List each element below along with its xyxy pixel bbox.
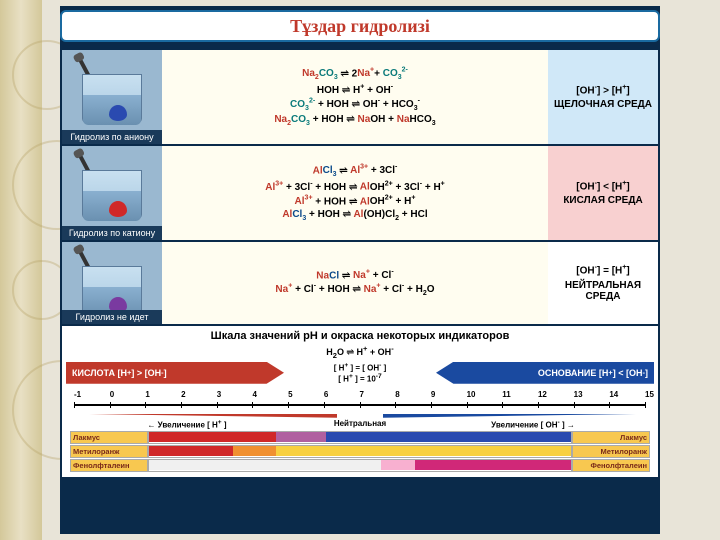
- equation-line: Al3+ + HOH ⇌ AlOH2+ + H+: [168, 195, 542, 207]
- indicator-segment: [149, 432, 276, 442]
- ph-tick: 11: [502, 390, 503, 399]
- ph-tick: 14: [609, 390, 610, 399]
- indicator-segment: [149, 460, 381, 470]
- ph-tick: 8: [395, 390, 396, 399]
- hydrolysis-row-cation: Гидролиз по катионуAlCl3 ⇌ Al3+ + 3Cl-Al…: [62, 144, 658, 240]
- ion-relation: [OH-] < [H+]: [576, 180, 629, 192]
- environment-cell: [OH-] < [H+] КИСЛАЯ СРЕДА: [548, 146, 658, 240]
- beaker-caption: Гидролиз по аниону: [62, 130, 162, 144]
- ph-tick: 10: [467, 390, 468, 399]
- ph-neutral-label: Нейтральная: [300, 419, 420, 430]
- equation-line: Na2CO3 + HOH ⇌ NaOH + NaHCO3: [168, 114, 542, 127]
- indicator-table: Лакмус Лакмус Метилоранж Метилоранж Фено…: [70, 431, 650, 472]
- hydrolysis-row-anion: Гидролиз по аниону Na2CO3 ⇌ 2Na++ CO32- HO…: [62, 48, 658, 144]
- indicator-segment: [381, 460, 415, 470]
- ph-number-scale: -10123456789101112131415: [74, 390, 646, 414]
- equations-cell: Na2CO3 ⇌ 2Na++ CO32- HOH ⇌ H+ + OH- CO32- …: [162, 50, 548, 144]
- ph-tick: 6: [324, 390, 325, 399]
- ph-tick: 5: [288, 390, 289, 399]
- indicator-color-bar: [148, 445, 572, 458]
- ph-increase-oh: Увеличение [ OH- ] →: [420, 419, 646, 430]
- beaker-body: [82, 170, 142, 220]
- equation-line: AlCl3 ⇌ Al3+ + 3Cl-: [168, 164, 542, 178]
- indicator-row: Лакмус Лакмус: [70, 431, 650, 444]
- ph-center-eq: [ H+ ] = [ OH- ][ H+ ] = 10-7: [284, 362, 436, 385]
- equation-line: Na+ + Cl- + HOH ⇌ Na+ + Cl- + H2O: [168, 283, 542, 297]
- beaker-body: [82, 266, 142, 316]
- environment-name: ЩЕЛОЧНАЯ СРЕДА: [554, 99, 652, 110]
- indicator-drop: [109, 201, 127, 217]
- indicator-segment: [415, 460, 571, 470]
- environment-name: КИСЛАЯ СРЕДА: [563, 195, 642, 206]
- beaker-caption: Гидролиз не идет: [62, 310, 162, 324]
- base-arrow: ОСНОВАНИЕ [H+] < [OH-]: [436, 362, 654, 384]
- ph-increase-h: ← Увеличение [ H+ ]: [74, 419, 300, 430]
- ph-tick: 13: [574, 390, 575, 399]
- ion-relation: [OH-] = [H+]: [576, 264, 629, 276]
- ph-tick: 3: [217, 390, 218, 399]
- beaker-illustration: Гидролиз по катиону: [62, 146, 162, 240]
- ph-tick: -1: [74, 390, 75, 399]
- title-bar: Тұздар гидролизі: [60, 10, 660, 42]
- ph-tick: 0: [110, 390, 111, 399]
- page-title: Тұздар гидролизі: [290, 16, 430, 37]
- indicator-drop: [109, 105, 127, 121]
- ph-sublabels: ← Увеличение [ H+ ] Нейтральная Увеличен…: [74, 419, 646, 430]
- indicator-segment: [326, 432, 571, 442]
- equation-line: CO32- + HOH ⇌ OH- + HCO3-: [168, 98, 542, 112]
- ph-arrow-labels: КИСЛОТА [H+] > [OH-] [ H+ ] = [ OH- ][ H…: [66, 362, 654, 388]
- ion-relation: [OH-] > [H+]: [576, 84, 629, 96]
- equation-line: Na2CO3 ⇌ 2Na++ CO32-: [168, 67, 542, 81]
- indicator-segment: [276, 432, 327, 442]
- equation-line: Al3+ + 3Cl- + HOH ⇌ AlOH2+ + 3Cl- + H+: [168, 180, 542, 192]
- ph-section-title: Шкала значений pH и окраска некоторых ин…: [66, 330, 654, 342]
- environment-name: НЕЙТРАЛЬНАЯ СРЕДА: [548, 280, 658, 302]
- indicator-segment: [276, 446, 571, 456]
- ph-tick: 9: [431, 390, 432, 399]
- indicator-segment: [233, 446, 275, 456]
- environment-cell: [OH-] > [H+] ЩЕЛОЧНАЯ СРЕДА: [548, 50, 658, 144]
- indicator-name: Фенолфталеин: [572, 459, 650, 472]
- equations-cell: NaCl ⇌ Na+ + Cl- Na+ + Cl- + HOH ⇌ Na+ + …: [162, 242, 548, 324]
- indicator-row: Метилоранж Метилоранж: [70, 445, 650, 458]
- equation-line: HOH ⇌ H+ + OH-: [168, 83, 542, 95]
- ph-tick: 2: [181, 390, 182, 399]
- equation-line: AlCl3 + HOH ⇌ Al(OH)Cl2 + HCl: [168, 209, 542, 222]
- indicator-name: Метилоранж: [70, 445, 148, 458]
- equation-line: NaCl ⇌ Na+ + Cl-: [168, 269, 542, 281]
- indicator-name: Фенолфталеин: [70, 459, 148, 472]
- ph-equilibrium: H2O ⇌ H+ + OH-: [66, 344, 654, 360]
- ph-tick: 4: [252, 390, 253, 399]
- ph-tick: 7: [360, 390, 361, 399]
- indicator-name: Лакмус: [572, 431, 650, 444]
- ph-scale-section: Шкала значений pH и окраска некоторых ин…: [62, 324, 658, 477]
- indicator-color-bar: [148, 459, 572, 472]
- chemistry-table: Гидролиз по аниону Na2CO3 ⇌ 2Na++ CO32- HO…: [60, 6, 660, 534]
- beaker-body: [82, 74, 142, 124]
- beaker-illustration: Гидролиз по аниону: [62, 50, 162, 144]
- hydrolysis-row-none: Гидролиз не идет NaCl ⇌ Na+ + Cl- Na+ + Cl…: [62, 240, 658, 324]
- environment-cell: [OH-] = [H+] НЕЙТРАЛЬНАЯ СРЕДА: [548, 242, 658, 324]
- ph-tick: 12: [538, 390, 539, 399]
- ph-gradient-triangles: [74, 414, 646, 418]
- acid-arrow: КИСЛОТА [H+] > [OH-]: [66, 362, 284, 384]
- beaker-caption: Гидролиз по катиону: [62, 226, 162, 240]
- ph-tick: 15: [645, 390, 646, 399]
- hydrolysis-rows: Гидролиз по аниону Na2CO3 ⇌ 2Na++ CO32- HO…: [62, 48, 658, 477]
- indicator-name: Лакмус: [70, 431, 148, 444]
- indicator-row: Фенолфталеин Фенолфталеин: [70, 459, 650, 472]
- indicator-color-bar: [148, 431, 572, 444]
- indicator-name: Метилоранж: [572, 445, 650, 458]
- equations-cell: AlCl3 ⇌ Al3+ + 3Cl- Al3+ + 3Cl- + HOH ⇌ A…: [162, 146, 548, 240]
- ph-tick: 1: [145, 390, 146, 399]
- beaker-illustration: Гидролиз не идет: [62, 242, 162, 324]
- indicator-segment: [149, 446, 233, 456]
